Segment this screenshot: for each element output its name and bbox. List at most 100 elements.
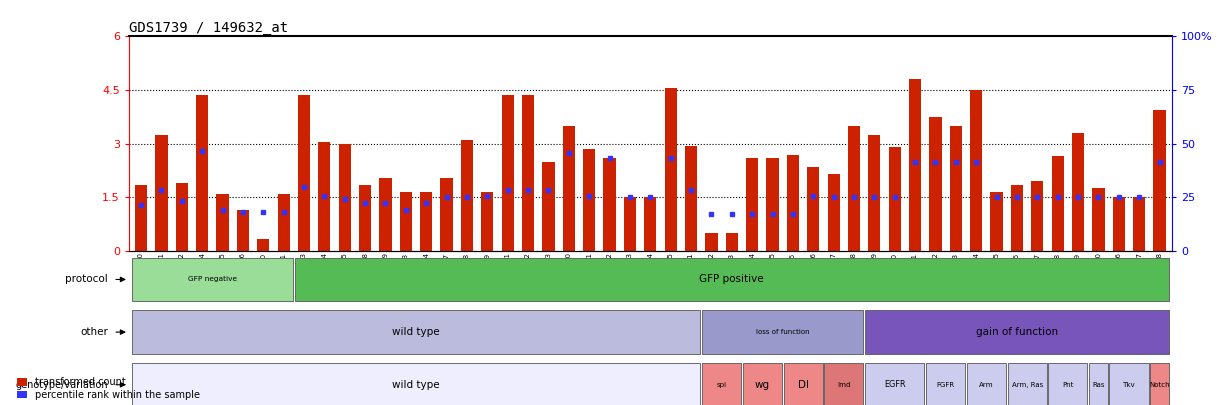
Bar: [926, 363, 966, 405]
Text: GFP negative: GFP negative: [188, 277, 237, 282]
Bar: [825, 363, 864, 405]
Text: EGFR: EGFR: [883, 380, 906, 389]
Bar: [746, 158, 758, 251]
Text: Arm: Arm: [979, 382, 994, 388]
Text: Ras: Ras: [1092, 382, 1104, 388]
Bar: [623, 198, 636, 251]
Bar: [1092, 188, 1104, 251]
Bar: [784, 363, 822, 405]
Bar: [1090, 363, 1108, 405]
Text: wg: wg: [755, 380, 769, 390]
Bar: [644, 198, 656, 251]
Text: wild type: wild type: [393, 327, 439, 337]
Bar: [420, 192, 432, 251]
Bar: [787, 154, 799, 251]
Bar: [294, 258, 1169, 301]
Bar: [1007, 363, 1047, 405]
Bar: [298, 96, 310, 251]
Bar: [888, 147, 901, 251]
Bar: [827, 174, 839, 251]
Bar: [926, 363, 966, 405]
Bar: [807, 167, 820, 251]
Bar: [1150, 363, 1169, 405]
Bar: [318, 142, 330, 251]
Bar: [967, 363, 1006, 405]
Bar: [702, 363, 741, 405]
Text: protocol: protocol: [65, 275, 108, 284]
Bar: [379, 178, 391, 251]
Bar: [1113, 198, 1125, 251]
Bar: [1150, 363, 1169, 405]
Bar: [400, 192, 412, 251]
Bar: [767, 158, 779, 251]
Bar: [1011, 185, 1023, 251]
Bar: [216, 194, 228, 251]
Text: Arm, Ras: Arm, Ras: [1011, 382, 1043, 388]
Bar: [848, 126, 860, 251]
Bar: [502, 96, 514, 251]
Text: gain of function: gain of function: [975, 327, 1058, 337]
Bar: [1048, 363, 1087, 405]
Bar: [604, 158, 616, 251]
Bar: [909, 79, 921, 251]
Bar: [869, 135, 881, 251]
Text: FGFR: FGFR: [936, 382, 955, 388]
Bar: [702, 310, 864, 354]
Bar: [971, 90, 983, 251]
Bar: [742, 363, 782, 405]
Text: loss of function: loss of function: [756, 329, 810, 335]
Bar: [865, 363, 924, 405]
Bar: [131, 310, 701, 354]
Bar: [542, 162, 555, 251]
Bar: [865, 310, 1169, 354]
Text: other: other: [80, 327, 108, 337]
Bar: [521, 96, 534, 251]
Bar: [1109, 363, 1148, 405]
Bar: [294, 258, 1169, 301]
Bar: [175, 183, 188, 251]
Text: GFP positive: GFP positive: [699, 275, 764, 284]
Bar: [440, 178, 453, 251]
Bar: [196, 96, 209, 251]
Bar: [131, 363, 701, 405]
Bar: [825, 363, 864, 405]
Bar: [990, 192, 1002, 251]
Bar: [156, 135, 168, 251]
Bar: [1153, 110, 1166, 251]
Bar: [360, 185, 372, 251]
Bar: [277, 194, 290, 251]
Bar: [725, 233, 737, 251]
Bar: [865, 363, 924, 405]
Bar: [1048, 363, 1087, 405]
Bar: [131, 363, 701, 405]
Text: wild type: wild type: [393, 380, 439, 390]
Bar: [665, 88, 677, 251]
Text: Imd: Imd: [837, 382, 850, 388]
Text: Notch: Notch: [1150, 382, 1169, 388]
Bar: [967, 363, 1006, 405]
Bar: [131, 258, 293, 301]
Bar: [1090, 363, 1108, 405]
Text: spi: spi: [717, 382, 726, 388]
Text: genotype/variation: genotype/variation: [16, 380, 108, 390]
Bar: [131, 258, 293, 301]
Bar: [685, 145, 697, 251]
Text: Pnt: Pnt: [1063, 382, 1074, 388]
Text: Tkv: Tkv: [1123, 382, 1135, 388]
Bar: [784, 363, 822, 405]
Bar: [1052, 156, 1064, 251]
Bar: [1031, 181, 1043, 251]
Bar: [481, 192, 493, 251]
Bar: [865, 310, 1169, 354]
Bar: [1072, 133, 1085, 251]
Bar: [702, 363, 741, 405]
Bar: [1109, 363, 1148, 405]
Bar: [339, 144, 351, 251]
Legend: transformed count, percentile rank within the sample: transformed count, percentile rank withi…: [17, 377, 200, 400]
Text: Dl: Dl: [798, 380, 809, 390]
Bar: [461, 140, 474, 251]
Bar: [563, 126, 575, 251]
Bar: [950, 126, 962, 251]
Bar: [702, 310, 864, 354]
Bar: [237, 210, 249, 251]
